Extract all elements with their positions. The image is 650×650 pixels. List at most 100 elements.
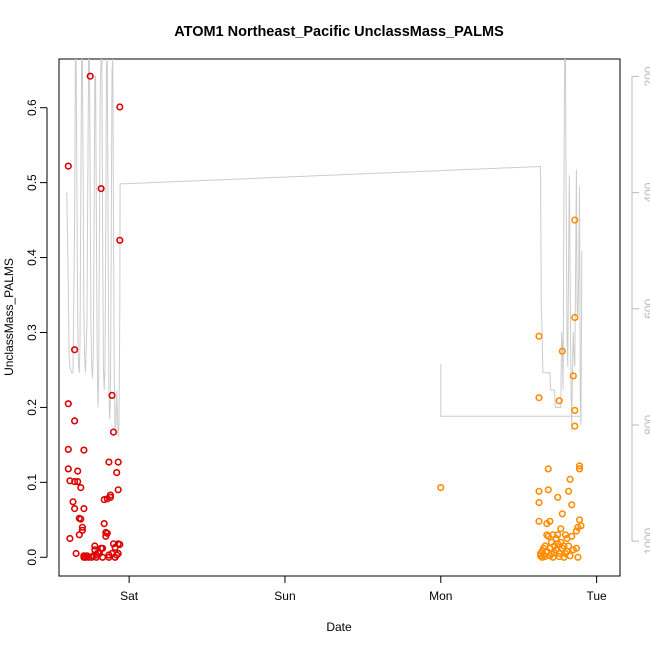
secondary-y-tick-label: 1000 — [642, 527, 650, 554]
x-axis: Sat Sun Mon Tue — [120, 575, 608, 603]
data-point — [70, 478, 79, 486]
data-point — [113, 469, 121, 477]
data-point — [557, 525, 565, 533]
secondary-y-tick-label: 600 — [642, 298, 650, 318]
data-point — [566, 475, 574, 483]
data-point — [98, 544, 107, 552]
y-axis-label: UnclassMass_PALMS — [2, 258, 16, 376]
data-point — [114, 549, 122, 558]
data-point — [566, 552, 574, 560]
secondary-y-tick-label: 800 — [642, 415, 650, 435]
data-point — [535, 394, 543, 402]
data-point — [78, 523, 86, 531]
profile-line — [66, 59, 583, 437]
data-point — [80, 505, 88, 513]
chart-title: ATOM1 Northeast_Pacific UnclassMass_PALM… — [174, 24, 504, 40]
data-point — [74, 478, 82, 486]
x-tick-label: Sun — [274, 589, 295, 603]
data-point — [113, 551, 121, 559]
data-point — [74, 467, 82, 475]
y-axis: 0.0 0.1 0.2 0.3 0.4 0.5 0.6 — [25, 99, 48, 566]
data-point — [554, 493, 562, 501]
data-point — [77, 515, 85, 523]
x-axis-label: Date — [326, 620, 352, 634]
data-point — [64, 445, 72, 454]
y-tick-label: 0.6 — [25, 99, 39, 116]
data-point — [86, 72, 94, 80]
data-point — [98, 553, 107, 561]
data-point — [64, 162, 72, 170]
data-point — [72, 549, 80, 558]
data-point — [564, 487, 573, 495]
data-point — [70, 505, 79, 513]
y-tick-label: 0.5 — [25, 174, 39, 191]
data-point — [100, 496, 108, 504]
data-point — [574, 553, 582, 561]
data-point — [70, 417, 79, 425]
profile-line — [440, 364, 581, 417]
data-point — [558, 347, 566, 355]
x-tick-label: Sat — [120, 589, 139, 603]
data-point — [571, 313, 579, 322]
y-tick-label: 0.2 — [25, 399, 39, 416]
data-point — [100, 519, 108, 528]
data-point — [554, 531, 562, 539]
data-point — [64, 400, 72, 408]
data-point — [560, 542, 568, 550]
line-layer — [66, 59, 583, 437]
data-point — [577, 522, 585, 530]
data-point — [572, 527, 581, 535]
data-point — [535, 499, 543, 507]
data-point — [69, 498, 77, 506]
data-point — [105, 458, 113, 466]
data-point — [575, 465, 584, 473]
data-point — [571, 216, 579, 224]
data-point — [575, 462, 584, 470]
data-point — [66, 534, 74, 543]
data-point — [116, 540, 124, 549]
data-point — [535, 487, 543, 495]
data-point — [568, 532, 576, 540]
data-point — [109, 428, 118, 436]
data-point — [535, 332, 543, 340]
data-point — [569, 372, 577, 380]
data-point — [116, 236, 124, 244]
data-point — [571, 406, 579, 415]
data-point — [544, 465, 552, 473]
secondary-y-tick-label: 200 — [642, 66, 650, 86]
data-point — [114, 458, 122, 466]
x-tick-label: Tue — [587, 589, 608, 603]
data-point — [571, 422, 579, 430]
y-tick-label: 0.4 — [25, 249, 39, 266]
data-point — [80, 446, 88, 454]
data-point — [560, 553, 568, 561]
data-point — [77, 484, 85, 492]
data-point — [572, 544, 581, 552]
data-point — [575, 516, 584, 524]
data-point — [561, 531, 570, 539]
data-point — [555, 397, 563, 405]
data-point — [558, 510, 566, 518]
data-point — [91, 542, 99, 550]
data-point — [70, 346, 79, 354]
data-point — [546, 517, 554, 525]
data-point — [64, 465, 72, 473]
data-point — [544, 486, 552, 494]
secondary-y-tick-label: 400 — [642, 182, 650, 202]
y-tick-label: 0.1 — [25, 474, 39, 491]
y-tick-label: 0.0 — [25, 549, 39, 566]
y-tick-label: 0.3 — [25, 324, 39, 341]
point-layer — [64, 72, 585, 561]
data-point — [564, 542, 573, 550]
data-point — [106, 491, 114, 499]
data-point — [116, 103, 124, 111]
plot-frame — [58, 58, 621, 577]
data-point — [78, 526, 86, 534]
data-point — [535, 517, 543, 525]
data-point — [568, 501, 576, 509]
x-tick-label: Mon — [429, 589, 452, 603]
secondary-y-axis: 200 400 600 800 1000 — [631, 66, 650, 554]
data-point — [103, 529, 111, 537]
data-point — [437, 484, 445, 492]
